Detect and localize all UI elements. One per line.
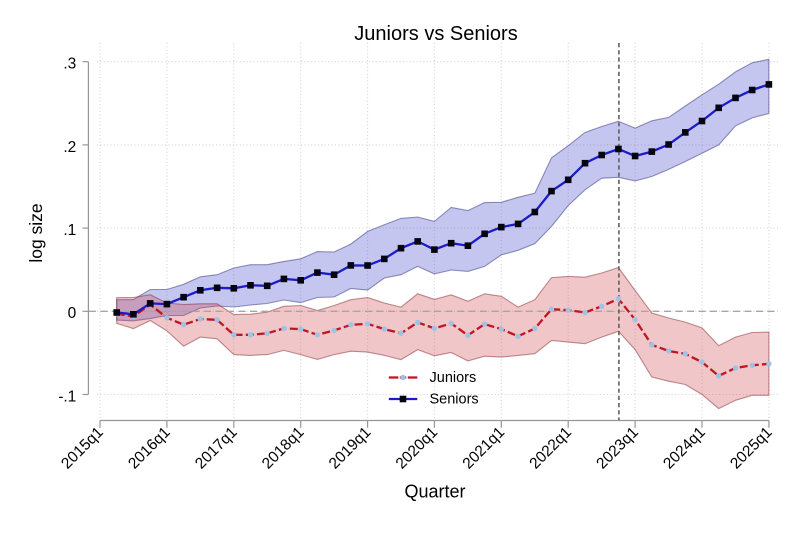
svg-text:Juniors: Juniors [430,370,477,386]
svg-text:.2: .2 [63,139,76,156]
svg-text:.3: .3 [63,56,76,73]
svg-text:-.1: -.1 [58,388,76,405]
svg-text:Juniors vs Seniors: Juniors vs Seniors [354,23,517,45]
svg-text:log size: log size [26,203,46,262]
svg-text:Seniors: Seniors [430,392,479,408]
svg-text:Quarter: Quarter [404,481,465,501]
svg-text:0: 0 [68,305,77,322]
svg-text:.1: .1 [63,222,76,239]
